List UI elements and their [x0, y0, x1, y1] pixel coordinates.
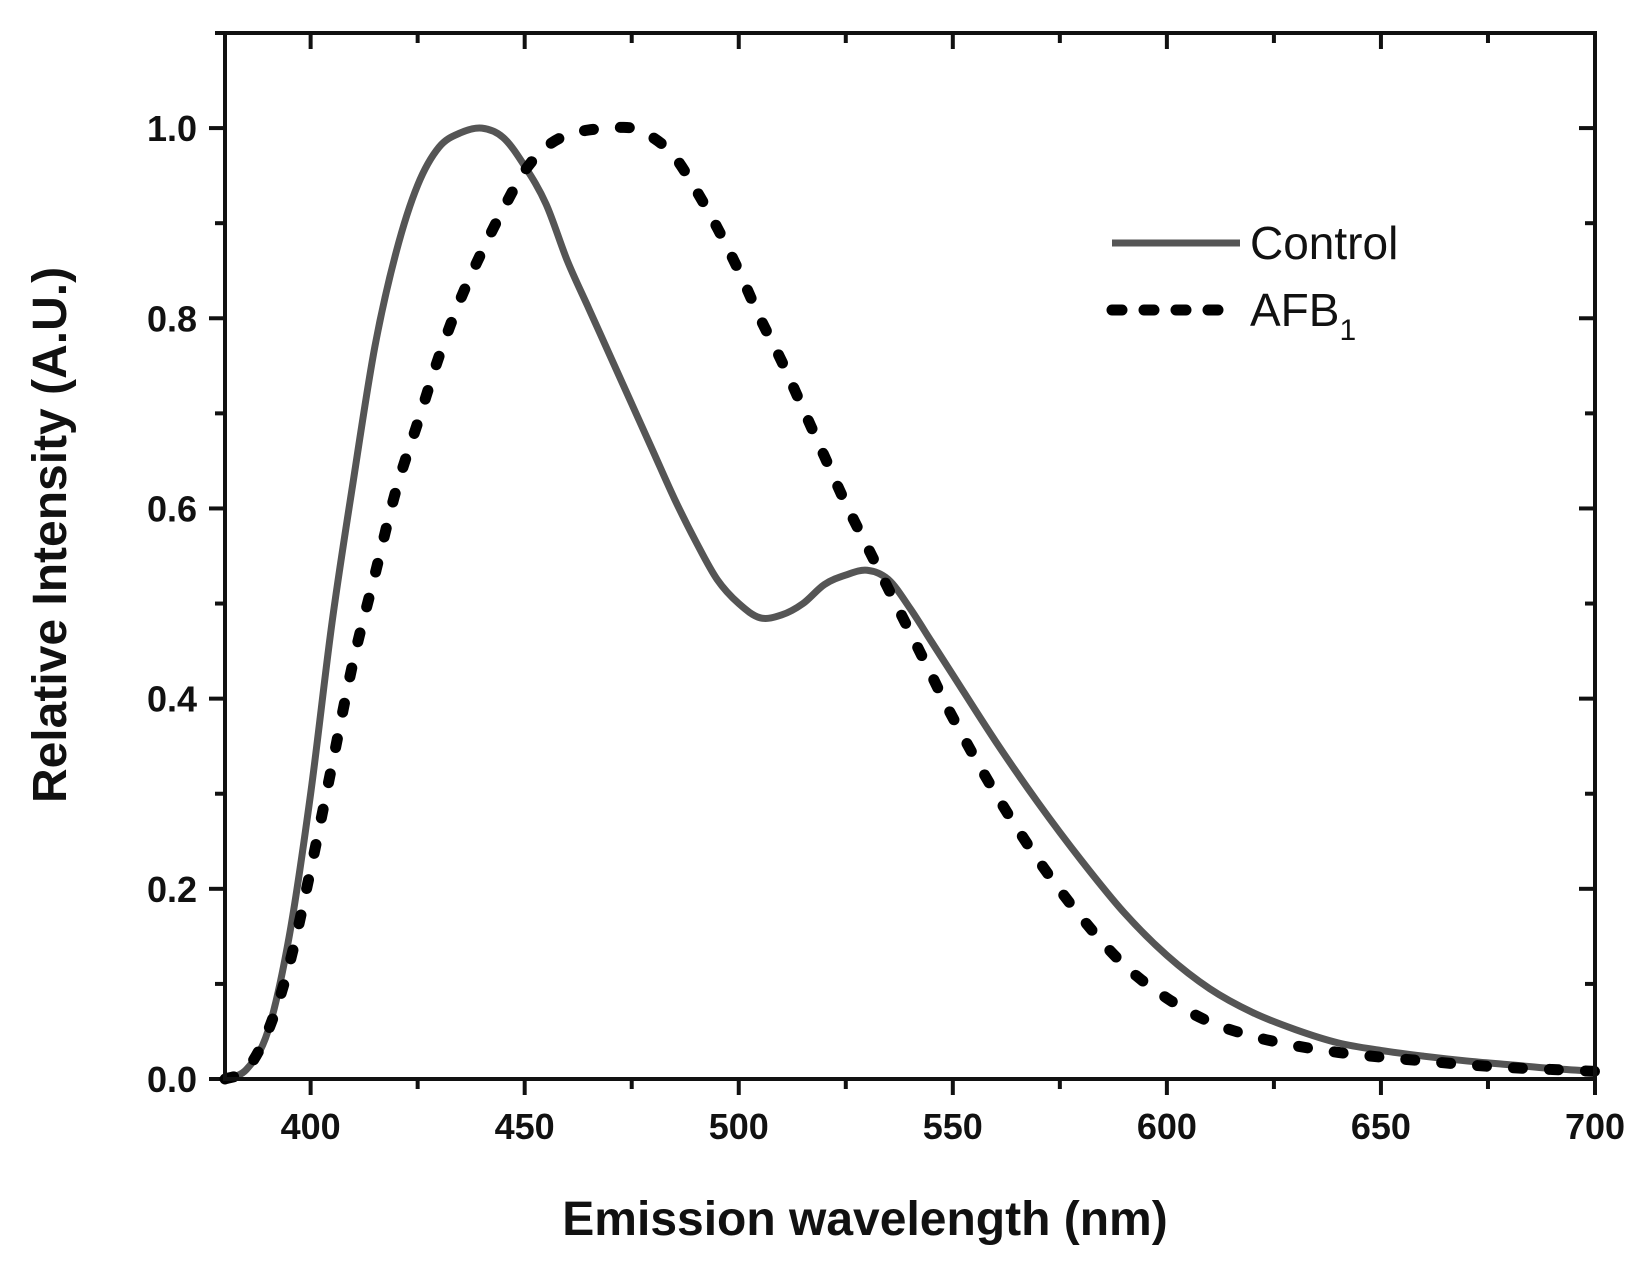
plot-frame	[223, 31, 1597, 1081]
legend-label-afb1-subscript: 1	[1339, 314, 1356, 347]
y-tick-label: 0.2	[147, 869, 197, 910]
y-tick-label: 0.4	[147, 679, 197, 720]
y-tick-label: 0.8	[147, 298, 197, 339]
y-axis-title: Relative Intensity (A.U.)	[24, 267, 77, 803]
x-tick-label: 450	[495, 1106, 555, 1147]
legend-label-afb1: AFB1	[1250, 284, 1356, 347]
x-tick-label: 600	[1137, 1106, 1197, 1147]
x-tick-label: 400	[281, 1106, 341, 1147]
legend-label-control: Control	[1250, 217, 1398, 269]
axis-tick-labels: 400 450 500 550 600 650 700 0.0 0.2 0.4 0.6 0.8 1.0	[147, 108, 1625, 1147]
x-tick-label: 550	[923, 1106, 983, 1147]
y-tick-label: 0.6	[147, 488, 197, 529]
y-tick-label: 1.0	[147, 108, 197, 149]
x-tick-label: 650	[1351, 1106, 1411, 1147]
legend-label-afb1-main: AFB	[1250, 284, 1339, 336]
x-tick-label: 700	[1565, 1106, 1625, 1147]
x-tick-label: 500	[709, 1106, 769, 1147]
y-tick-label: 0.0	[147, 1059, 197, 1100]
series-line-afb1	[219, 121, 1601, 1085]
series-layer	[219, 121, 1601, 1085]
x-axis-title: Emission wavelength (nm)	[562, 1193, 1167, 1246]
series-line-control	[221, 124, 1599, 1083]
legend: Control AFB1	[1106, 217, 1398, 347]
